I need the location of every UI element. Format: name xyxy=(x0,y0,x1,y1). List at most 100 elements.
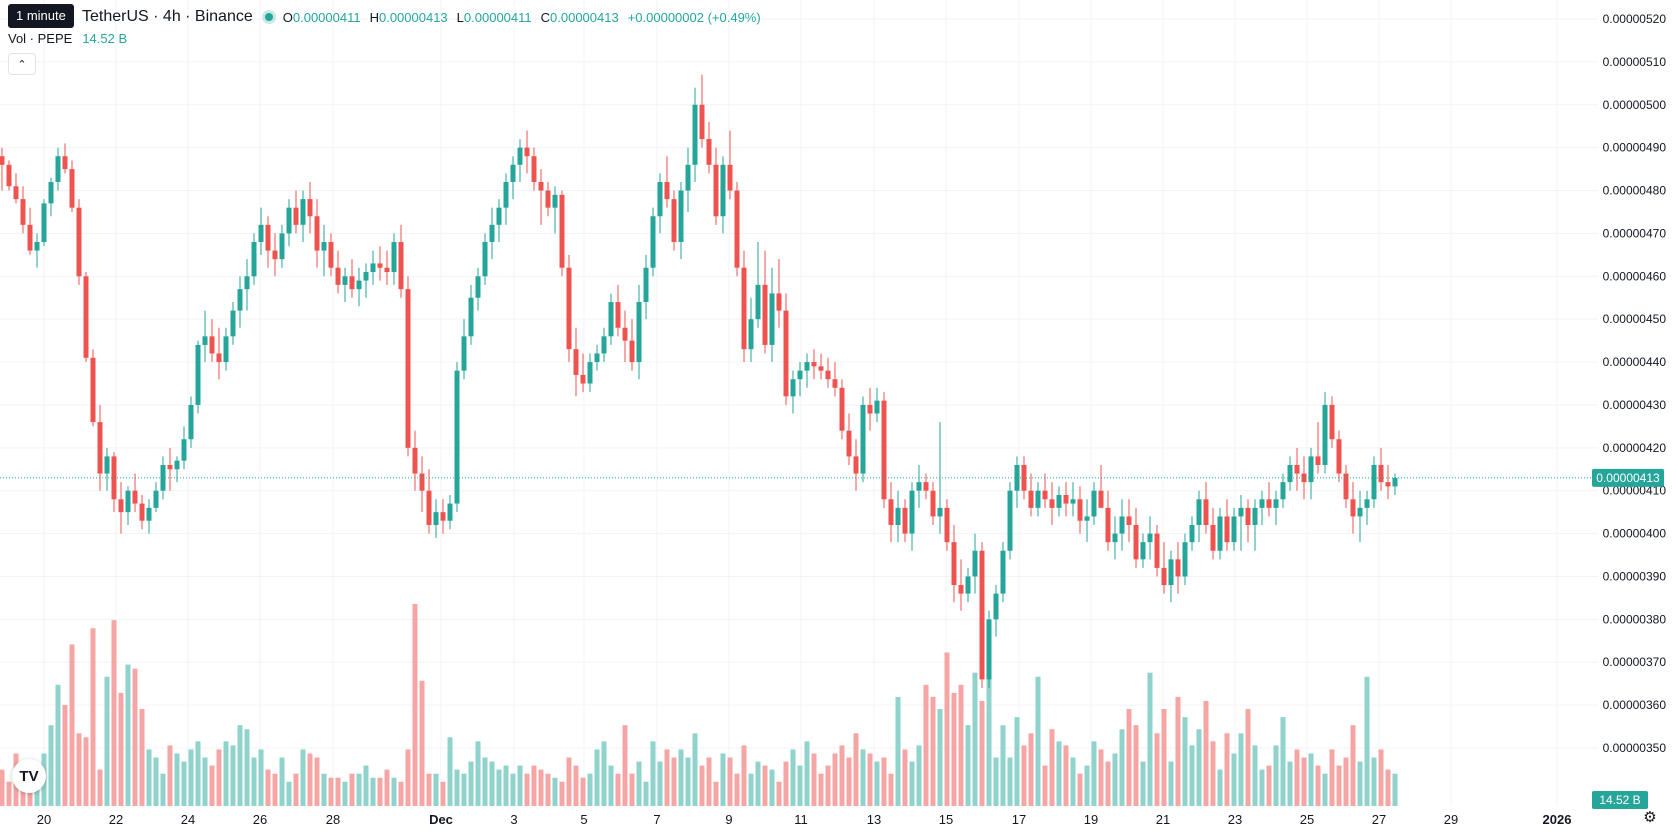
candle-body xyxy=(1280,482,1286,500)
candle-body xyxy=(335,267,341,285)
candle-body xyxy=(993,593,999,620)
volume-bar xyxy=(461,773,467,806)
candle-body xyxy=(776,293,782,311)
volume-label[interactable]: Vol · PEPE xyxy=(8,31,73,46)
volume-bar xyxy=(895,696,901,806)
volume-bar xyxy=(1007,757,1013,806)
volume-bar xyxy=(1210,741,1216,806)
candle-body xyxy=(727,164,733,191)
volume-bar xyxy=(300,749,306,806)
candle-body xyxy=(937,507,943,517)
volume-bar xyxy=(965,725,971,806)
candle-body xyxy=(188,404,194,440)
volume-bar xyxy=(111,620,117,806)
volume-bar xyxy=(629,773,635,806)
candle-body xyxy=(762,284,768,345)
candle-body xyxy=(1308,456,1314,483)
candle-body xyxy=(1070,499,1076,504)
volume-bar xyxy=(286,781,292,806)
candle-body xyxy=(881,400,887,500)
candle-body xyxy=(1007,490,1013,551)
candle-body xyxy=(1140,542,1146,560)
collapse-legend-button[interactable]: ⌃ xyxy=(8,53,36,75)
volume-bar xyxy=(776,781,782,806)
candle-body xyxy=(300,199,306,225)
candle-body xyxy=(1161,567,1167,586)
symbol-legend: TetherUS · 4h · Binance O0.00000411 H0.0… xyxy=(8,6,761,28)
symbol-title[interactable]: TetherUS · 4h · Binance xyxy=(82,8,253,25)
market-status-icon[interactable] xyxy=(264,13,273,21)
volume-bar xyxy=(139,709,145,806)
volume-bar xyxy=(62,705,68,806)
volume-bar xyxy=(55,684,61,806)
candle-body xyxy=(1224,516,1230,543)
volume-bar xyxy=(1336,765,1342,806)
candle-body xyxy=(608,302,614,337)
candle-body xyxy=(41,203,47,242)
volume-bar xyxy=(545,773,551,806)
volume-bar xyxy=(1077,773,1083,806)
volume-bar xyxy=(419,680,425,806)
volume-bar xyxy=(153,757,159,806)
candle-body xyxy=(916,482,922,491)
time-tick-label: 9 xyxy=(725,812,732,827)
candle-body xyxy=(97,422,103,474)
candle-body xyxy=(1294,464,1300,474)
candle-body xyxy=(6,164,12,187)
candle-body xyxy=(1175,559,1181,577)
volume-bar xyxy=(1182,717,1188,806)
volume-bar xyxy=(1070,757,1076,806)
volume-bar xyxy=(1028,733,1034,806)
volume-bar xyxy=(769,769,775,806)
candle-body xyxy=(1056,494,1062,508)
volume-bar xyxy=(503,765,509,806)
volume-bar xyxy=(1098,749,1104,806)
volume-bar xyxy=(1294,749,1300,806)
candle-body xyxy=(636,302,642,363)
candle-body xyxy=(804,362,810,371)
price-tick-label: 0.00000360 xyxy=(1603,698,1667,712)
tradingview-logo-icon[interactable]: TV xyxy=(12,759,46,793)
volume-bar xyxy=(559,781,565,806)
candle-body xyxy=(496,207,502,225)
volume-legend: Vol · PEPE 14.52 B xyxy=(8,31,127,46)
candle-body xyxy=(517,147,523,165)
time-tick-label: 17 xyxy=(1012,812,1026,827)
candle-body xyxy=(377,263,383,268)
price-tick-label: 0.00000510 xyxy=(1603,55,1667,69)
candle-body xyxy=(741,267,747,350)
gear-icon[interactable]: ⚙ xyxy=(1643,809,1657,826)
time-tick-label: 28 xyxy=(326,812,340,827)
candle-body xyxy=(55,156,61,182)
candle-body xyxy=(230,310,236,337)
candle-body xyxy=(755,284,761,320)
volume-bar xyxy=(1063,745,1069,806)
candle-body xyxy=(566,267,572,350)
volume-bar xyxy=(524,773,530,806)
volume-bar xyxy=(195,741,201,806)
volume-bar xyxy=(272,773,278,806)
time-tick-label: 23 xyxy=(1228,812,1242,827)
volume-bar xyxy=(370,777,376,806)
candle-body xyxy=(629,340,635,363)
volume-bar xyxy=(755,761,761,806)
candle-body xyxy=(664,181,670,200)
volume-bar xyxy=(1105,761,1111,806)
volume-bar xyxy=(1357,761,1363,806)
candle-body xyxy=(1196,499,1202,526)
price-tick-label: 0.00000520 xyxy=(1603,12,1667,26)
volume-bar xyxy=(510,773,516,806)
price-tick-label: 0.00000390 xyxy=(1603,569,1667,583)
volume-bar xyxy=(405,749,411,806)
volume-bar xyxy=(748,773,754,806)
ohlc-open: O0.00000411 xyxy=(282,9,361,25)
volume-bar xyxy=(48,725,54,806)
candle-body xyxy=(1266,499,1272,508)
volume-bar xyxy=(349,773,355,806)
volume-bar xyxy=(1112,753,1118,806)
candle-body xyxy=(34,241,40,251)
candle-body xyxy=(76,207,82,277)
volume-bar xyxy=(6,781,12,806)
